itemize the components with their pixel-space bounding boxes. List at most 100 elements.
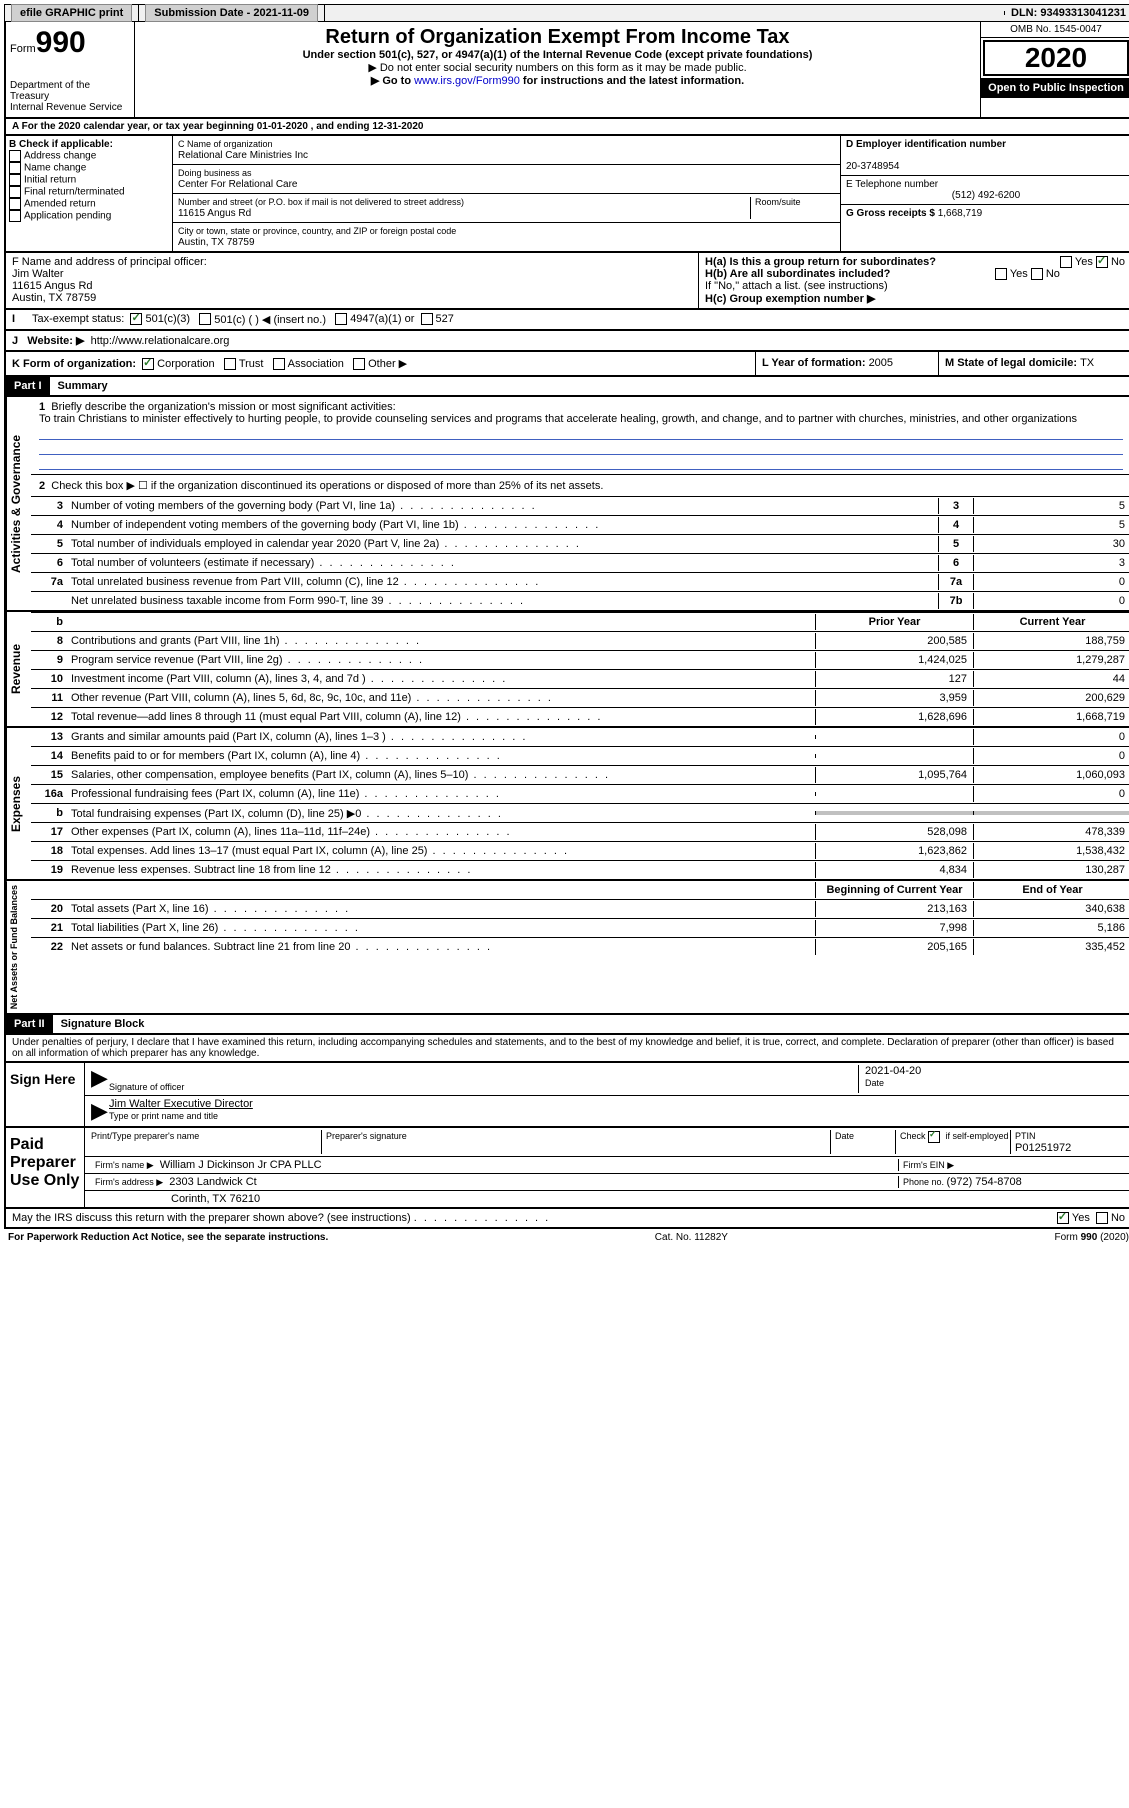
chk-527[interactable] xyxy=(421,313,433,325)
ptin-label: PTIN xyxy=(1015,1131,1036,1141)
ein-val: 20-3748954 xyxy=(846,161,899,172)
subdate-val: 2021-11-09 xyxy=(253,7,309,19)
vert-na: Net Assets or Fund Balances xyxy=(6,881,31,1013)
chk-self-emp[interactable] xyxy=(928,1131,940,1143)
hc-label: H(c) Group exemption number ▶ xyxy=(705,293,875,305)
activities-governance: Activities & Governance 1 Briefly descri… xyxy=(4,397,1129,612)
hb-yes[interactable] xyxy=(995,268,1007,280)
opt-4947: 4947(a)(1) or xyxy=(350,313,414,326)
subdate-btn[interactable]: Submission Date - 2021-11-09 xyxy=(145,4,318,22)
table-row: bTotal fundraising expenses (Part IX, co… xyxy=(31,804,1129,823)
table-row: 6Total number of volunteers (estimate if… xyxy=(31,554,1129,573)
dept-label: Department of the TreasuryInternal Reven… xyxy=(10,80,130,113)
opt-assoc: Association xyxy=(288,358,344,370)
vert-ag: Activities & Governance xyxy=(6,397,31,610)
line2-text: Check this box ▶ ☐ if the organization d… xyxy=(51,480,603,492)
officer-name-title: Jim Walter Executive Director xyxy=(109,1098,253,1110)
declaration: Under penalties of perjury, I declare th… xyxy=(4,1035,1129,1063)
col-end: End of Year xyxy=(973,882,1129,898)
chk-initial[interactable] xyxy=(9,174,21,186)
city-label: City or town, state or province, country… xyxy=(178,226,456,236)
vert-exp: Expenses xyxy=(6,728,31,879)
officer-addr2: Austin, TX 78759 xyxy=(12,292,96,304)
part1-header: Part I Summary xyxy=(4,377,1129,397)
tax-status-label: Tax-exempt status: xyxy=(32,313,124,326)
phone-val: (512) 492-6200 xyxy=(846,190,1126,201)
subdate-label: Submission Date - xyxy=(154,7,253,19)
lbl-address: Address change xyxy=(24,151,96,162)
page-footer: For Paperwork Reduction Act Notice, see … xyxy=(4,1229,1129,1246)
chk-address[interactable] xyxy=(9,150,21,162)
chk-501c[interactable] xyxy=(199,313,211,325)
table-row: 9Program service revenue (Part VIII, lin… xyxy=(31,651,1129,670)
table-row: 8Contributions and grants (Part VIII, li… xyxy=(31,632,1129,651)
chk-corp[interactable] xyxy=(142,358,154,370)
m-val: TX xyxy=(1080,357,1094,369)
net-assets-section: Net Assets or Fund Balances Beginning of… xyxy=(4,881,1129,1015)
l-label: L Year of formation: xyxy=(762,357,869,369)
open-public: Open to Public Inspection xyxy=(981,78,1129,98)
chk-501c3[interactable] xyxy=(130,313,142,325)
m-label: M State of legal domicile: xyxy=(945,357,1080,369)
sig-officer-label: Signature of officer xyxy=(109,1082,184,1092)
discuss-yes[interactable] xyxy=(1057,1212,1069,1224)
discuss-label: May the IRS discuss this return with the… xyxy=(12,1212,411,1224)
form-title: Return of Organization Exempt From Incom… xyxy=(139,26,976,49)
discuss-no[interactable] xyxy=(1096,1212,1108,1224)
firm-name: William J Dickinson Jr CPA PLLC xyxy=(160,1159,322,1171)
org-name-label: C Name of organization xyxy=(178,139,273,149)
part2-title: Signature Block xyxy=(53,1015,153,1033)
ha-no[interactable] xyxy=(1096,256,1108,268)
footer-mid: Cat. No. 11282Y xyxy=(655,1232,728,1243)
note-goto-post: for instructions and the latest informat… xyxy=(520,75,744,87)
irs-link[interactable]: www.irs.gov/Form990 xyxy=(414,75,520,87)
efile-btn[interactable]: efile GRAPHIC print xyxy=(11,4,132,22)
part2-label: Part II xyxy=(6,1015,53,1033)
firm-phone-label: Phone no. xyxy=(903,1177,947,1187)
form-header: Form990 Department of the TreasuryIntern… xyxy=(4,22,1129,119)
table-row: 7aTotal unrelated business revenue from … xyxy=(31,573,1129,592)
prep-name-label: Print/Type preparer's name xyxy=(91,1131,199,1141)
date-label: Date xyxy=(865,1078,884,1088)
dln-label: DLN: xyxy=(1011,7,1040,19)
part1-label: Part I xyxy=(6,377,50,395)
expenses-section: Expenses 13Grants and similar amounts pa… xyxy=(4,728,1129,881)
boxb-label: B Check if applicable: xyxy=(9,139,113,150)
dln-val: 93493313041231 xyxy=(1040,7,1126,19)
dba-name: Center For Relational Care xyxy=(178,179,298,190)
chk-name[interactable] xyxy=(9,162,21,174)
table-row: Net unrelated business taxable income fr… xyxy=(31,592,1129,610)
ein-label: D Employer identification number xyxy=(846,139,1006,150)
revenue-section: Revenue b Prior Year Current Year 8Contr… xyxy=(4,612,1129,728)
chk-4947[interactable] xyxy=(335,313,347,325)
hb-label: H(b) Are all subordinates included? xyxy=(705,268,890,280)
chk-assoc[interactable] xyxy=(273,358,285,370)
room-label: Room/suite xyxy=(755,197,801,207)
lbl-name: Name change xyxy=(24,163,86,174)
firm-addr-label: Firm's address ▶ xyxy=(95,1177,163,1187)
lbl-pending: Application pending xyxy=(24,211,111,222)
chk-pending[interactable] xyxy=(9,210,21,222)
mission-text: To train Christians to minister effectiv… xyxy=(39,413,1077,425)
table-row: 21Total liabilities (Part X, line 26)7,9… xyxy=(31,919,1129,938)
top-bar: efile GRAPHIC print Submission Date - 20… xyxy=(4,4,1129,22)
chk-amended[interactable] xyxy=(9,198,21,210)
col-prior: Prior Year xyxy=(815,614,973,630)
klm-row: K Form of organization: Corporation Trus… xyxy=(4,352,1129,377)
website-row: J Website: ▶ http://www.relationalcare.o… xyxy=(4,331,1129,352)
table-row: 19Revenue less expenses. Subtract line 1… xyxy=(31,861,1129,879)
chk-other[interactable] xyxy=(353,358,365,370)
hb-no[interactable] xyxy=(1031,268,1043,280)
lbl-amended: Amended return xyxy=(24,199,96,210)
chk-final[interactable] xyxy=(9,186,21,198)
firm-phone: (972) 754-8708 xyxy=(947,1176,1022,1188)
j-label: J xyxy=(12,335,18,347)
opt-501c3: 501(c)(3) xyxy=(145,313,190,326)
l-val: 2005 xyxy=(869,357,893,369)
paid-preparer-block: Paid Preparer Use Only Print/Type prepar… xyxy=(4,1128,1129,1209)
ha-yes[interactable] xyxy=(1060,256,1072,268)
chk-trust[interactable] xyxy=(224,358,236,370)
ha-label: H(a) Is this a group return for subordin… xyxy=(705,256,936,268)
form-subtitle: Under section 501(c), 527, or 4947(a)(1)… xyxy=(139,49,976,61)
self-emp-label: Check if self-employed xyxy=(900,1131,1009,1141)
